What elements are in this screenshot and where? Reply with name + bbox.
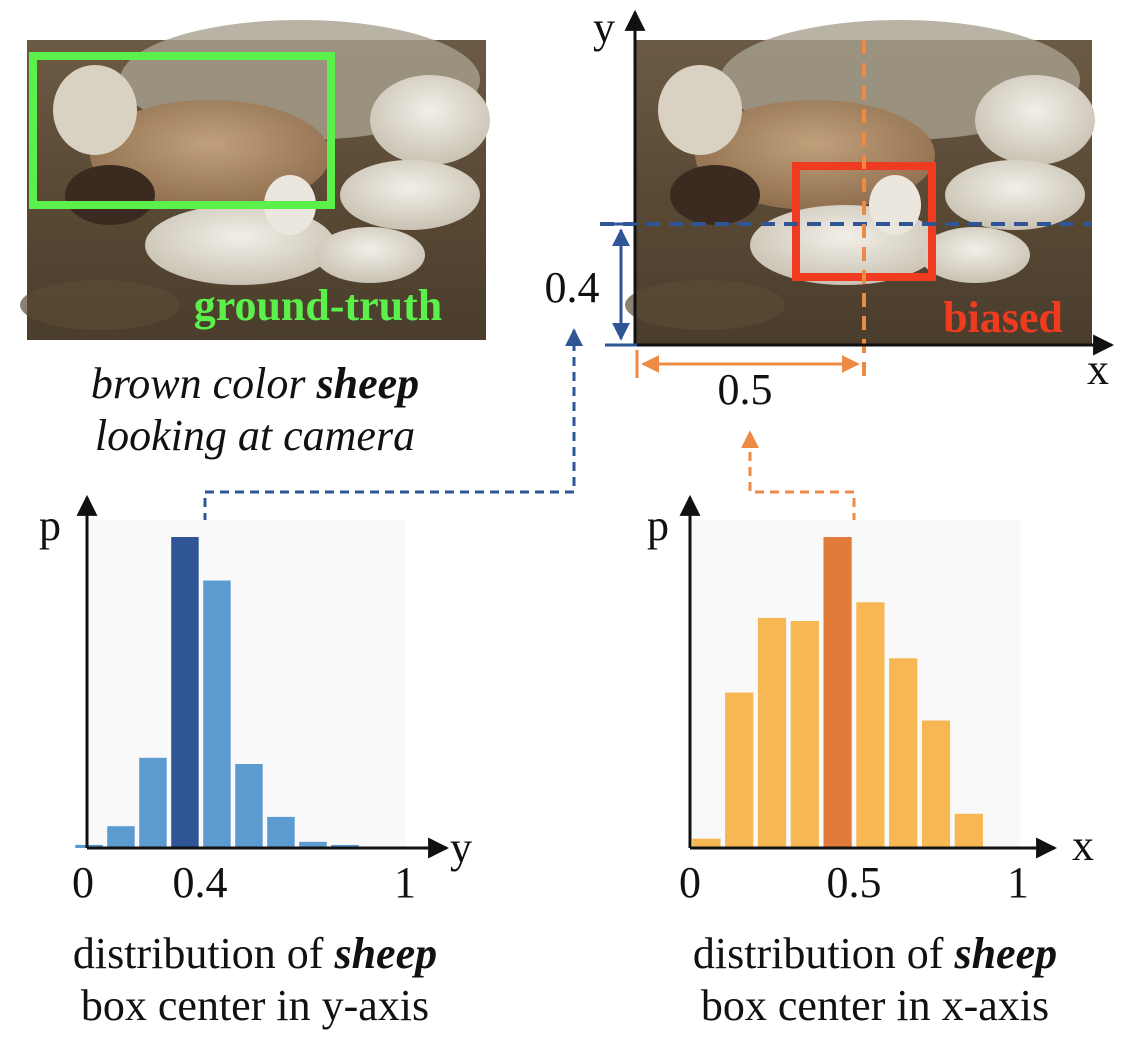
left-caption-keyword: sheep — [316, 359, 420, 408]
hist-x-tick-mid: 0.5 — [827, 858, 882, 907]
histogram-bar — [267, 816, 295, 848]
hist-x-p-label: p — [647, 501, 669, 550]
orange-connector — [741, 430, 856, 537]
histogram-bar — [75, 844, 103, 848]
hist-y-tick-1: 1 — [394, 858, 416, 907]
histogram-bar — [954, 813, 983, 848]
ground-truth-box — [29, 52, 335, 209]
histogram-bar — [235, 764, 263, 848]
photo-x-axis-label: x — [1087, 345, 1109, 394]
hist-y-axis-label: y — [450, 823, 472, 872]
histogram-bar — [790, 621, 819, 848]
hist-x-caption-line-2: box center in x-axis — [700, 981, 1050, 1030]
histogram-bar — [139, 757, 167, 848]
histogram-bar — [107, 826, 135, 848]
hist-x-caption-line-1: distribution of sheep — [692, 929, 1058, 978]
left-caption-line-1: brown color sheep — [20, 358, 490, 410]
ground-truth-label: ground-truth — [194, 281, 443, 330]
histogram-bar — [171, 537, 199, 848]
blue-connector — [203, 328, 583, 537]
biased-label: biased — [943, 293, 1063, 342]
hist-y-bars — [75, 537, 359, 848]
left-photo — [20, 20, 490, 340]
hist-x-caption: distribution of sheep box center in x-ax… — [630, 928, 1120, 1032]
histogram-bar — [921, 720, 951, 848]
hist-x-tick-1: 1 — [1007, 858, 1029, 907]
histogram-bar — [889, 658, 918, 848]
histogram-bar — [692, 838, 721, 848]
hist-y-p-label: p — [39, 501, 61, 550]
histogram-bar — [203, 580, 231, 848]
hist-y-caption: distribution of sheep box center in y-ax… — [10, 928, 500, 1032]
histogram-bar — [823, 537, 852, 848]
left-image-caption: brown color sheep looking at camera — [20, 358, 490, 462]
hist-x-caption-keyword: sheep — [954, 929, 1058, 978]
x-measure-value: 0.5 — [718, 365, 773, 414]
histogram-bar — [856, 602, 885, 848]
hist-y-caption-line-1: distribution of sheep — [72, 929, 438, 978]
hist-x-axis-label: x — [1072, 821, 1094, 870]
histogram-bar — [757, 617, 787, 848]
histogram-bar — [331, 844, 359, 848]
histogram-bar — [725, 692, 754, 848]
left-caption-line-2: looking at camera — [94, 411, 416, 460]
hist-x-bars — [692, 537, 983, 848]
hist-y-tick-0: 0 — [72, 858, 94, 907]
left-caption-plain: brown color — [90, 359, 317, 408]
hist-y-tick-mid: 0.4 — [173, 858, 228, 907]
photo-y-axis-label: y — [593, 3, 615, 52]
hist-y-caption-keyword: sheep — [334, 929, 438, 978]
y-measure-value: 0.4 — [545, 263, 600, 312]
hist-y-caption-line-2: box center in y-axis — [80, 981, 430, 1030]
histogram-bar — [299, 841, 327, 848]
hist-x-tick-0: 0 — [679, 858, 701, 907]
